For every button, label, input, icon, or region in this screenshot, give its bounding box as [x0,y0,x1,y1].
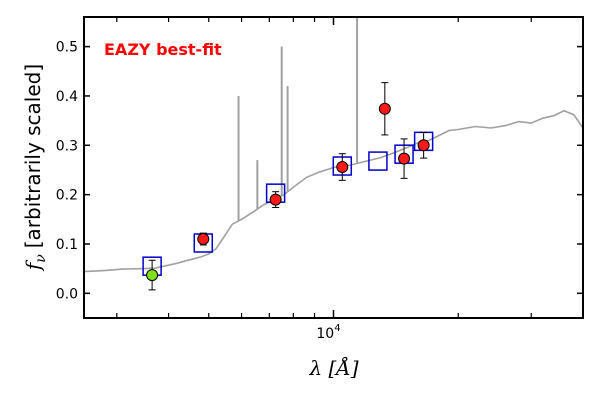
x-tick-label-exp: 4 [334,323,340,334]
x-tick-label: 104 [316,323,340,342]
svg-text:fν[arbitrarily scaled]: fν[arbitrarily scaled] [21,64,49,272]
y-axis-label: fν[arbitrarily scaled] [21,64,49,272]
sed-layer [84,109,583,273]
observed-point [398,152,411,165]
y-tick-label: 0.2 [56,188,78,204]
observed-point [417,139,430,152]
observed-point [269,193,282,206]
emission-lines-layer [237,17,359,221]
y-axis-label-sub: ν [33,254,49,263]
y-tick-label: 0.5 [56,40,78,56]
x-axis-label: λ [Å] [308,355,358,380]
sed-continuum-line [84,109,583,273]
observed-points-layer [146,82,430,291]
y-tick-label: 0.0 [56,286,78,302]
annotation-eazy-best-fit: EAZY best-fit [104,40,222,59]
y-tick-label: 0.3 [56,138,78,154]
y-axis-label-rest: [arbitrarily scaled] [21,64,45,248]
x-tick-label-base: 10 [316,326,334,342]
observed-point [378,102,391,115]
model-point [368,151,388,171]
observed-point [336,161,349,174]
axes-layer: 0.0 0.1 0.2 0.3 0.4 0.5 104 [56,16,584,342]
observed-point [197,233,210,246]
y-tick-label: 0.4 [56,89,78,105]
observed-point [146,269,159,282]
y-tick-label: 0.1 [56,237,78,253]
